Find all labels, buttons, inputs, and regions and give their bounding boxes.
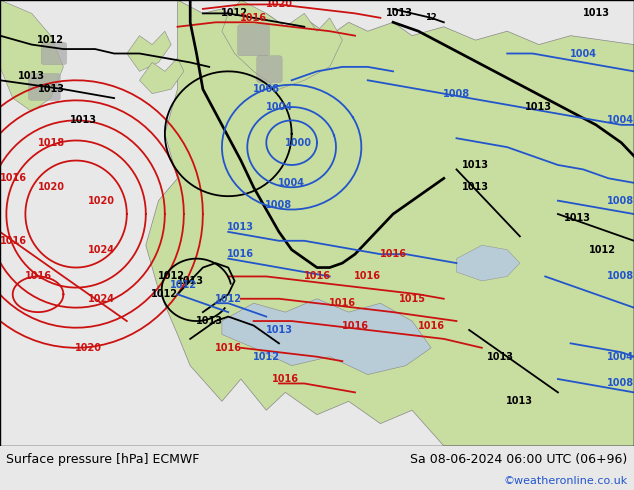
Text: 1004: 1004 <box>266 102 292 112</box>
Text: 1004: 1004 <box>278 178 305 188</box>
FancyBboxPatch shape <box>29 74 60 100</box>
Text: 1012: 1012 <box>221 8 248 19</box>
Text: 1012: 1012 <box>215 294 242 304</box>
Polygon shape <box>0 0 63 112</box>
Text: 1000: 1000 <box>285 138 311 147</box>
Text: 1013: 1013 <box>564 214 590 223</box>
Text: 1016: 1016 <box>380 249 406 259</box>
Text: 1013: 1013 <box>507 396 533 406</box>
Text: 1013: 1013 <box>583 8 609 19</box>
Text: ©weatheronline.co.uk: ©weatheronline.co.uk <box>503 476 628 486</box>
Text: 1024: 1024 <box>88 294 115 304</box>
Polygon shape <box>222 0 342 89</box>
Text: 1015: 1015 <box>399 294 425 304</box>
Text: 1008: 1008 <box>607 271 634 281</box>
Text: 1013: 1013 <box>462 160 489 170</box>
Text: 1004: 1004 <box>570 49 597 58</box>
Text: 1013: 1013 <box>177 276 204 286</box>
Text: 1016: 1016 <box>0 173 27 183</box>
Text: 1016: 1016 <box>215 343 242 353</box>
Text: 1012: 1012 <box>37 35 64 45</box>
Text: 1012: 1012 <box>589 245 616 255</box>
Text: 1012: 1012 <box>171 280 197 291</box>
Text: 1013: 1013 <box>526 102 552 112</box>
Text: 1016: 1016 <box>354 271 381 281</box>
Text: 1013: 1013 <box>488 352 514 362</box>
FancyBboxPatch shape <box>257 56 282 82</box>
Text: 1004: 1004 <box>607 352 634 362</box>
Text: 1008: 1008 <box>253 84 280 94</box>
Text: 1013: 1013 <box>38 84 65 94</box>
Polygon shape <box>146 0 634 446</box>
Text: 1020: 1020 <box>38 182 65 192</box>
Text: 1008: 1008 <box>607 378 634 389</box>
Text: 1016: 1016 <box>228 249 254 259</box>
Text: 12: 12 <box>425 13 437 23</box>
FancyBboxPatch shape <box>238 24 269 56</box>
Text: 1013: 1013 <box>386 8 413 19</box>
Text: 1013: 1013 <box>18 71 45 81</box>
Text: 1012: 1012 <box>158 271 184 281</box>
Text: 1020: 1020 <box>88 196 115 206</box>
Text: 1016: 1016 <box>329 298 356 308</box>
Polygon shape <box>222 299 431 374</box>
Text: 1020: 1020 <box>75 343 102 353</box>
Text: 1016: 1016 <box>240 13 267 23</box>
FancyBboxPatch shape <box>41 42 67 65</box>
Text: Sa 08-06-2024 06:00 UTC (06+96): Sa 08-06-2024 06:00 UTC (06+96) <box>410 453 628 466</box>
Text: 1013: 1013 <box>462 182 489 192</box>
Text: 1016: 1016 <box>0 236 27 246</box>
Text: 1016: 1016 <box>304 271 330 281</box>
Text: 1008: 1008 <box>607 196 634 206</box>
Text: 1013: 1013 <box>70 115 97 125</box>
Text: 1012: 1012 <box>253 352 280 362</box>
Polygon shape <box>127 31 171 72</box>
Polygon shape <box>456 245 520 281</box>
Text: 1018: 1018 <box>38 138 65 147</box>
Text: 1020: 1020 <box>266 0 292 9</box>
Text: 1016: 1016 <box>25 271 51 281</box>
Text: 1008: 1008 <box>266 200 292 210</box>
Polygon shape <box>139 58 184 94</box>
Text: 1013: 1013 <box>196 316 223 326</box>
Text: 1016: 1016 <box>272 374 299 384</box>
Text: 1016: 1016 <box>418 320 444 331</box>
Text: 1012: 1012 <box>152 289 178 299</box>
Text: 1013: 1013 <box>266 325 292 335</box>
Text: 1004: 1004 <box>607 115 634 125</box>
Text: Surface pressure [hPa] ECMWF: Surface pressure [hPa] ECMWF <box>6 453 200 466</box>
Text: 1024: 1024 <box>88 245 115 255</box>
Text: 1013: 1013 <box>228 222 254 232</box>
Text: 1016: 1016 <box>342 320 368 331</box>
Text: 1008: 1008 <box>443 89 470 98</box>
